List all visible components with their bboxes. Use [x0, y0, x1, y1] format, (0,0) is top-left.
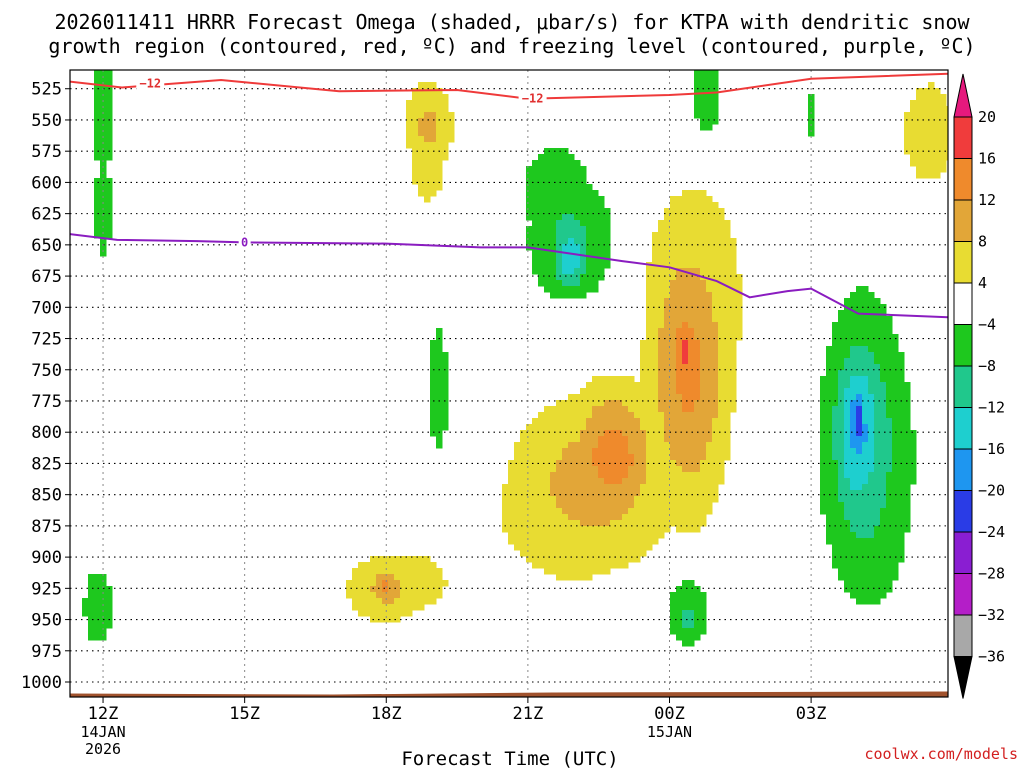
x-tick-18Z: 18Z [371, 704, 402, 724]
colorbar-bin-2 [953, 199, 973, 242]
freezing-contour-label-0: 0 [241, 235, 248, 249]
contour-lines: −12 −12 0 [70, 72, 948, 319]
chart-title-line2: growth region (contoured, red, ºC) and f… [48, 34, 975, 58]
colorbar-label-0: 20 [978, 108, 996, 126]
colorbar-under-triangle [953, 656, 973, 699]
y-tick-575: 575 [31, 142, 62, 162]
plot-background [70, 70, 948, 697]
y-tick-925: 925 [31, 579, 62, 599]
terrain-surface [70, 691, 948, 697]
colorbar-bin-8 [953, 448, 973, 491]
y-tick-650: 650 [31, 236, 62, 256]
y-tick-550: 550 [31, 111, 62, 131]
colorbar-label-1: 16 [978, 150, 996, 168]
dendritic-growth-contour [70, 72, 948, 100]
colorbar-bin-1 [953, 158, 973, 201]
colorbar-bin-9 [953, 490, 973, 533]
chart-title-line1: 2026011411 HRRR Forecast Omega (shaded, … [54, 10, 970, 34]
y-tick-525: 525 [31, 80, 62, 100]
colorbar-label-3: 8 [978, 233, 987, 251]
y-tick-950: 950 [31, 611, 62, 631]
colorbar-bin-7 [953, 407, 973, 450]
x-tick-15Z: 15Z [229, 704, 260, 724]
credit-text: coolwx.com/models [864, 745, 1018, 763]
y-tick-900: 900 [31, 548, 62, 568]
y-tick-825: 825 [31, 454, 62, 474]
colorbar-label-8: −16 [978, 440, 1005, 458]
x-tick-12Z: 12Z [88, 704, 119, 724]
dgz-contour-label-0: −12 [139, 77, 161, 91]
y-axis-ticks: 525 550 575 600 625 650 675 700 725 750 775 800 825 8… [21, 80, 70, 693]
colorbar-bin-4 [953, 282, 973, 325]
colorbar: 20 16 12 8 4 −4 −8 −12 −16 −20 −24 −28 −32 −36 [953, 73, 1005, 699]
y-tick-600: 600 [31, 173, 62, 193]
y-tick-750: 750 [31, 361, 62, 381]
terrain-band [70, 691, 948, 697]
colorbar-bin-6 [953, 365, 973, 408]
y-tick-1000: 1000 [21, 673, 62, 693]
y-tick-875: 875 [31, 517, 62, 537]
x-tick-21Z: 21Z [513, 704, 544, 724]
colorbar-label-5: −4 [978, 316, 996, 334]
y-tick-675: 675 [31, 267, 62, 287]
colorbar-label-6: −8 [978, 357, 996, 375]
colorbar-label-10: −24 [978, 523, 1005, 541]
freezing-level-contour [70, 233, 948, 319]
colorbar-bin-10 [953, 531, 973, 574]
colorbar-bin-0 [953, 116, 973, 159]
colorbar-bin-12 [953, 614, 973, 657]
y-tick-850: 850 [31, 486, 62, 506]
y-tick-800: 800 [31, 423, 62, 443]
colorbar-label-7: −12 [978, 399, 1005, 417]
colorbar-label-11: −28 [978, 565, 1005, 583]
y-tick-725: 725 [31, 330, 62, 350]
y-tick-625: 625 [31, 205, 62, 225]
omega-shaded-field [82, 70, 948, 647]
dgz-contour-label-1: −12 [522, 92, 544, 106]
colorbar-label-12: −32 [978, 606, 1005, 624]
colorbar-label-9: −20 [978, 482, 1005, 500]
x-tick-date-00Z: 15JAN [647, 723, 692, 741]
plot-frame [69, 69, 949, 698]
x-axis-label: Forecast Time (UTC) [401, 748, 618, 768]
colorbar-bin-11 [953, 573, 973, 616]
y-tick-775: 775 [31, 392, 62, 412]
y-tick-975: 975 [31, 642, 62, 662]
x-tick-date-12Z: 14JAN [80, 723, 125, 741]
x-tick-year-12Z: 2026 [85, 740, 121, 758]
grid-lines [70, 70, 948, 697]
colorbar-bin-5 [953, 324, 973, 367]
colorbar-label-2: 12 [978, 191, 996, 209]
colorbar-over-triangle [953, 73, 973, 118]
colorbar-bin-3 [953, 241, 973, 284]
y-tick-700: 700 [31, 298, 62, 318]
x-tick-03Z: 03Z [796, 704, 827, 724]
x-tick-00Z: 00Z [654, 704, 685, 724]
colorbar-label-13: −36 [978, 648, 1005, 666]
colorbar-label-4: 4 [978, 274, 987, 292]
